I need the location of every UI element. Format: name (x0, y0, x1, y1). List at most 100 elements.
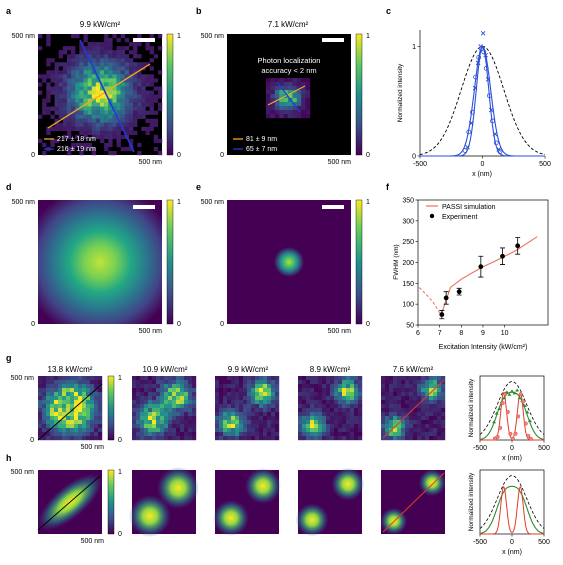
pixel (128, 126, 134, 131)
pixel (263, 380, 268, 385)
pixel (298, 416, 303, 421)
pixel (78, 380, 83, 385)
panel-g-x-axis-right: 500 nm (81, 444, 105, 451)
pixel (425, 408, 430, 413)
pixel (50, 138, 55, 144)
pixel (421, 432, 426, 437)
pixel (381, 404, 386, 409)
pixel (133, 122, 138, 127)
pixel (413, 432, 418, 437)
pixel (223, 376, 228, 381)
pixel (74, 420, 79, 425)
profile-red-point (513, 431, 518, 436)
pixel (152, 428, 157, 433)
pixel (108, 134, 113, 140)
pixel (66, 400, 71, 405)
pixel (100, 46, 105, 51)
pixel (283, 110, 289, 115)
pixel (86, 432, 91, 437)
pixel (310, 420, 315, 425)
pixel (168, 428, 173, 433)
pixel (120, 146, 125, 152)
pixel (144, 384, 149, 389)
pixel (302, 408, 307, 413)
panel-f-xtick-label: 6 (416, 330, 420, 337)
pixel (223, 412, 228, 417)
panel-g-profile-xlabel: x (nm) (502, 455, 522, 462)
pixel (157, 102, 163, 107)
pixel (83, 86, 88, 91)
pixel (87, 78, 92, 83)
pixel (441, 400, 446, 405)
pixel (145, 126, 150, 131)
pixel (306, 428, 311, 433)
pixel (266, 106, 271, 111)
pixel (71, 118, 76, 123)
pixel (409, 376, 414, 381)
pixel (251, 384, 256, 389)
pixel (46, 34, 51, 39)
pixel (251, 388, 256, 393)
pixel (94, 376, 99, 381)
pixel (145, 130, 150, 136)
pixel (137, 54, 142, 59)
pixel (275, 416, 280, 421)
pixel (132, 400, 137, 405)
pixel (98, 428, 103, 433)
pixel (144, 380, 149, 385)
pixel (184, 388, 189, 393)
pixel (239, 384, 244, 389)
pixel (54, 66, 59, 71)
pixel (90, 412, 95, 417)
pixel (42, 106, 47, 111)
pixel (231, 424, 236, 429)
pixel (302, 396, 307, 401)
pixel (298, 380, 303, 385)
pixel (318, 408, 323, 413)
pixel (42, 436, 47, 441)
pixel (247, 432, 252, 437)
pixel (140, 408, 145, 413)
pixel (83, 134, 88, 140)
pixel (128, 146, 134, 152)
pixel (413, 404, 418, 409)
pixel (350, 420, 355, 425)
panel-b-scale-bar (322, 38, 344, 42)
pixel (243, 404, 248, 409)
profile-green-point (525, 410, 530, 414)
pixel (94, 392, 99, 397)
pixel (298, 404, 303, 409)
pixel (100, 98, 105, 103)
pixel (82, 400, 87, 405)
pixel (62, 380, 67, 385)
pixel (66, 380, 71, 385)
pixel (385, 388, 390, 393)
pixel (46, 58, 51, 63)
panel-a-pixel-noise (38, 34, 163, 156)
pixel (421, 384, 426, 389)
pixel (298, 396, 303, 401)
pixel (326, 388, 331, 393)
pixel (306, 412, 311, 417)
pixel (172, 420, 177, 425)
pixel (78, 384, 83, 389)
panel-a: 9.9 kW/cm² 217 ± 18 nm 216 ± 19 nm 500 n… (12, 20, 181, 166)
pixel (239, 420, 244, 425)
pixel (180, 396, 185, 401)
pixel (425, 404, 430, 409)
panel-d: 500 nm 0 500 nm 1 0 (12, 199, 181, 335)
pixel (425, 384, 430, 389)
pixel (66, 126, 72, 131)
profile-green-point (504, 390, 509, 394)
pixel (128, 106, 134, 111)
pixel (231, 396, 236, 401)
pixel (133, 102, 138, 107)
pixel (267, 420, 272, 425)
pixel (429, 412, 434, 417)
pixel (215, 420, 220, 425)
pixel (338, 432, 343, 437)
pixel (417, 432, 422, 437)
pixel (401, 400, 406, 405)
pixel (346, 424, 351, 429)
pixel (401, 432, 406, 437)
